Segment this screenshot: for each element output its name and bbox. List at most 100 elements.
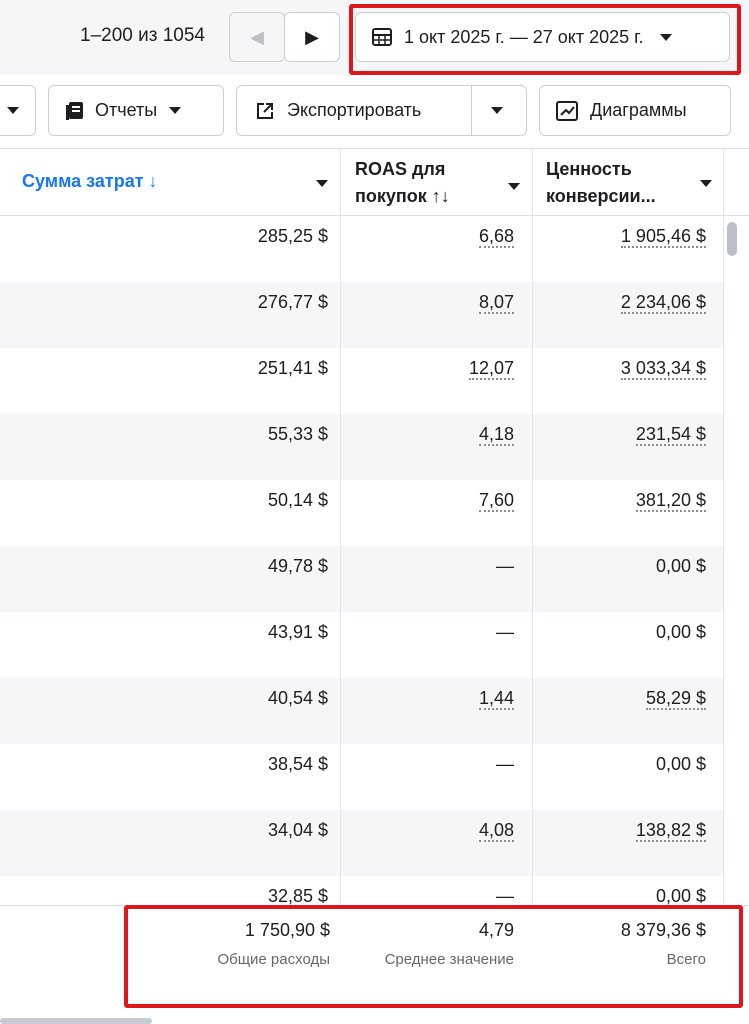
cell: 276,77 $ [258, 292, 328, 313]
table-row: 55,33 $ 4,18 231,54 $ [0, 414, 723, 480]
cell: 2 234,06 $ [620, 292, 706, 314]
cell-value[interactable]: 381,20 $ [635, 490, 706, 512]
column-header[interactable]: Ценность конверсии... [546, 159, 656, 206]
v-scrollbar[interactable] [727, 222, 737, 256]
cell: 285,25 $ [258, 226, 328, 247]
h-scrollbar[interactable] [0, 1018, 152, 1024]
cell: 0,00 $ [656, 754, 706, 775]
button-label: Отчеты [95, 100, 158, 120]
total-label: Общие расходы [217, 951, 330, 968]
cell-value: 50,14 $ [267, 490, 328, 510]
cell: 4,08 [478, 820, 514, 842]
header-menu[interactable] [316, 180, 328, 187]
cell-value: 276,77 $ [257, 292, 328, 312]
table-row: 34,04 $ 4,08 138,82 $ [0, 810, 723, 876]
table-row: 40,54 $ 1,44 58,29 $ [0, 678, 723, 744]
cell-value: 34,04 $ [267, 820, 328, 840]
cell-value[interactable]: 7,60 [478, 490, 514, 512]
cell-value[interactable]: 6,68 [478, 226, 514, 248]
table-row: 50,14 $ 7,60 381,20 $ [0, 480, 723, 546]
total-value: 1 750,90 $ [244, 920, 330, 940]
calendar-icon [372, 28, 392, 46]
header-menu[interactable] [700, 180, 712, 187]
date-range[interactable]: 1 окт 2025 г. — 27 окт 2025 г. [355, 12, 730, 62]
cell: — [496, 622, 514, 643]
cell-value: 55,33 $ [267, 424, 328, 444]
cell: 58,29 $ [645, 688, 706, 710]
cell: 381,20 $ [635, 490, 706, 512]
cell-value[interactable]: 0,00 $ [655, 754, 706, 774]
cell-value[interactable]: 1 905,46 $ [620, 226, 706, 248]
cell: — [496, 886, 514, 907]
cell: 251,41 $ [258, 358, 328, 379]
next-page[interactable]: ▶ [284, 12, 340, 62]
cell-value: 40,54 $ [267, 688, 328, 708]
cell-value[interactable]: 12,07 [468, 358, 514, 380]
cell-value[interactable]: 0,00 $ [655, 556, 706, 576]
button-label: Экспортировать [287, 100, 422, 120]
column-header[interactable]: Сумма затрат ↓ [22, 171, 158, 191]
export-icon [257, 102, 273, 119]
pagination: 1–200 из 1054 [80, 25, 205, 46]
export-button[interactable]: Экспортировать [236, 85, 527, 136]
cell-value[interactable]: 4,18 [478, 424, 514, 446]
reports-icon [66, 101, 83, 120]
cell: 231,54 $ [635, 424, 706, 446]
table-row: 251,41 $ 12,07 3 033,34 $ [0, 348, 723, 414]
cell-value[interactable]: 3 033,34 $ [620, 358, 706, 380]
cell-value[interactable]: — [496, 886, 514, 906]
cell: 4,18 [478, 424, 514, 446]
table-row: 285,25 $ 6,68 1 905,46 $ [0, 216, 723, 282]
cell-value: 43,91 $ [267, 622, 328, 642]
cell: 12,07 [468, 358, 514, 380]
cell: 34,04 $ [268, 820, 328, 841]
total-value: 4,79 [478, 920, 514, 940]
column-header[interactable]: ROAS для покупок ↑↓ [355, 159, 450, 206]
total-value: 8 379,36 $ [620, 920, 706, 940]
cell-value[interactable]: — [496, 754, 514, 774]
table-row: 38,54 $ — 0,00 $ [0, 744, 723, 810]
cell-value[interactable]: — [496, 622, 514, 642]
cell-value[interactable]: 0,00 $ [655, 886, 706, 906]
cell: 1 905,46 $ [620, 226, 706, 248]
cell-value[interactable]: 8,07 [478, 292, 514, 314]
cell: 6,68 [478, 226, 514, 248]
highlight [349, 4, 741, 75]
total-label: Среднее значение [384, 951, 514, 968]
cell: 3 033,34 $ [620, 358, 706, 380]
cell-value: 32,85 $ [267, 886, 328, 906]
cell-value[interactable]: 58,29 $ [645, 688, 706, 710]
cell: 0,00 $ [656, 556, 706, 577]
cell-value[interactable]: 231,54 $ [635, 424, 706, 446]
partial-button[interactable] [0, 85, 36, 136]
cell-value[interactable]: 138,82 $ [635, 820, 706, 842]
date-text: 1 окт 2025 г. — 27 окт 2025 г. [404, 26, 644, 47]
divider [0, 148, 749, 149]
column-divider [532, 148, 533, 1008]
prev-page[interactable]: ◀ [229, 12, 285, 62]
column-divider [723, 148, 724, 1008]
cell-value: 251,41 $ [257, 358, 328, 378]
column-divider [340, 148, 341, 1008]
charts-button[interactable]: Диаграммы [539, 85, 731, 136]
cell-value[interactable]: — [496, 556, 514, 576]
reports-button[interactable]: Отчеты [48, 85, 224, 136]
cell: 8,07 [478, 292, 514, 314]
table-row: 49,78 $ — 0,00 $ [0, 546, 723, 612]
cell: 0,00 $ [656, 622, 706, 643]
cell: 1,44 [478, 688, 514, 710]
total-label: Всего [666, 951, 706, 968]
cell-value: 285,25 $ [257, 226, 328, 246]
cell: 138,82 $ [635, 820, 706, 842]
cell: 50,14 $ [268, 490, 328, 511]
cell: 43,91 $ [268, 622, 328, 643]
cell-value: 38,54 $ [267, 754, 328, 774]
cell: 7,60 [478, 490, 514, 512]
cell-value[interactable]: 2 234,06 $ [620, 292, 706, 314]
cell: 40,54 $ [268, 688, 328, 709]
cell-value[interactable]: 1,44 [478, 688, 514, 710]
header-menu[interactable] [508, 183, 520, 190]
cell-value[interactable]: 0,00 $ [655, 622, 706, 642]
cell-value[interactable]: 4,08 [478, 820, 514, 842]
